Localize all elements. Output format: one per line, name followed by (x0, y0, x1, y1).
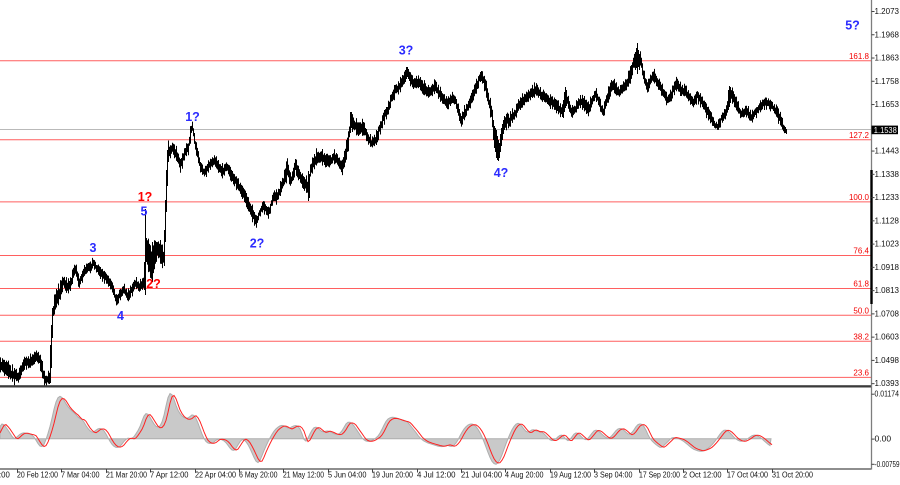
svg-text:1.2073: 1.2073 (875, 6, 900, 16)
svg-text:1.1443: 1.1443 (875, 146, 900, 156)
svg-text:1.0918: 1.0918 (875, 262, 900, 272)
svg-text:1.0498: 1.0498 (875, 355, 900, 365)
svg-text::00: :00 (0, 471, 11, 480)
svg-text:0.00: 0.00 (875, 434, 892, 444)
svg-text:50.0: 50.0 (853, 306, 869, 315)
svg-text:1.0813: 1.0813 (875, 285, 900, 295)
svg-text:1.1338: 1.1338 (875, 169, 900, 179)
svg-text:4: 4 (117, 309, 124, 323)
svg-text:20 Feb 12:00: 20 Feb 12:00 (17, 471, 59, 480)
svg-text:17 Oct 04:00: 17 Oct 04:00 (727, 471, 769, 480)
svg-text:5 Jun 04:00: 5 Jun 04:00 (328, 471, 367, 480)
svg-text:1.1538: 1.1538 (874, 125, 897, 135)
svg-text:5: 5 (141, 205, 148, 219)
svg-text:1.0393: 1.0393 (875, 378, 900, 388)
svg-text:100.0: 100.0 (849, 193, 870, 202)
svg-text:2 Oct 12:00: 2 Oct 12:00 (683, 471, 722, 480)
svg-text:4?: 4? (494, 166, 509, 180)
svg-text:7 Mar 04:00: 7 Mar 04:00 (61, 471, 100, 480)
svg-text:76.4: 76.4 (853, 247, 869, 256)
svg-text:21 Jul 04:00: 21 Jul 04:00 (461, 471, 503, 480)
svg-text:7 Apr 12:00: 7 Apr 12:00 (150, 471, 189, 480)
svg-text:38.2: 38.2 (853, 332, 869, 341)
svg-text:5?: 5? (845, 19, 860, 33)
svg-text:1?: 1? (138, 190, 153, 204)
svg-text:1.1968: 1.1968 (875, 29, 900, 39)
svg-text:2?: 2? (250, 237, 265, 251)
svg-text:127.2: 127.2 (849, 131, 870, 140)
svg-text:1?: 1? (185, 110, 200, 124)
svg-text:2?: 2? (146, 277, 161, 291)
svg-text:3 Sep 04:00: 3 Sep 04:00 (594, 471, 633, 480)
svg-text:1.1233: 1.1233 (875, 192, 900, 202)
svg-text:21 May 12:00: 21 May 12:00 (283, 471, 325, 480)
svg-text:1.1758: 1.1758 (875, 76, 900, 86)
svg-text:1.1653: 1.1653 (875, 99, 900, 109)
svg-text:1.1128: 1.1128 (875, 215, 900, 225)
svg-text:19 Jun 20:00: 19 Jun 20:00 (372, 471, 414, 480)
svg-text:4 Jul 12:00: 4 Jul 12:00 (417, 471, 456, 480)
svg-text:-0.00759: -0.00759 (875, 459, 900, 469)
svg-text:6 May 20:00: 6 May 20:00 (239, 471, 278, 480)
svg-text:21 Mar 20:00: 21 Mar 20:00 (106, 471, 148, 480)
svg-text:1.0603: 1.0603 (875, 332, 900, 342)
svg-text:1.0708: 1.0708 (875, 308, 900, 318)
svg-text:3?: 3? (399, 44, 414, 58)
svg-text:31 Oct 20:00: 31 Oct 20:00 (772, 471, 814, 480)
svg-text:0.01174: 0.01174 (875, 389, 900, 399)
svg-text:1.1863: 1.1863 (875, 53, 900, 63)
svg-text:161.8: 161.8 (849, 52, 870, 61)
svg-text:61.8: 61.8 (853, 280, 869, 289)
svg-text:22 Apr 04:00: 22 Apr 04:00 (195, 471, 237, 480)
svg-text:3: 3 (90, 241, 97, 255)
svg-text:4 Aug 20:00: 4 Aug 20:00 (505, 471, 544, 480)
svg-text:19 Aug 12:00: 19 Aug 12:00 (550, 471, 592, 480)
svg-text:1.1023: 1.1023 (875, 239, 900, 249)
svg-text:17 Sep 20:00: 17 Sep 20:00 (639, 471, 681, 480)
svg-text:23.6: 23.6 (853, 368, 869, 377)
